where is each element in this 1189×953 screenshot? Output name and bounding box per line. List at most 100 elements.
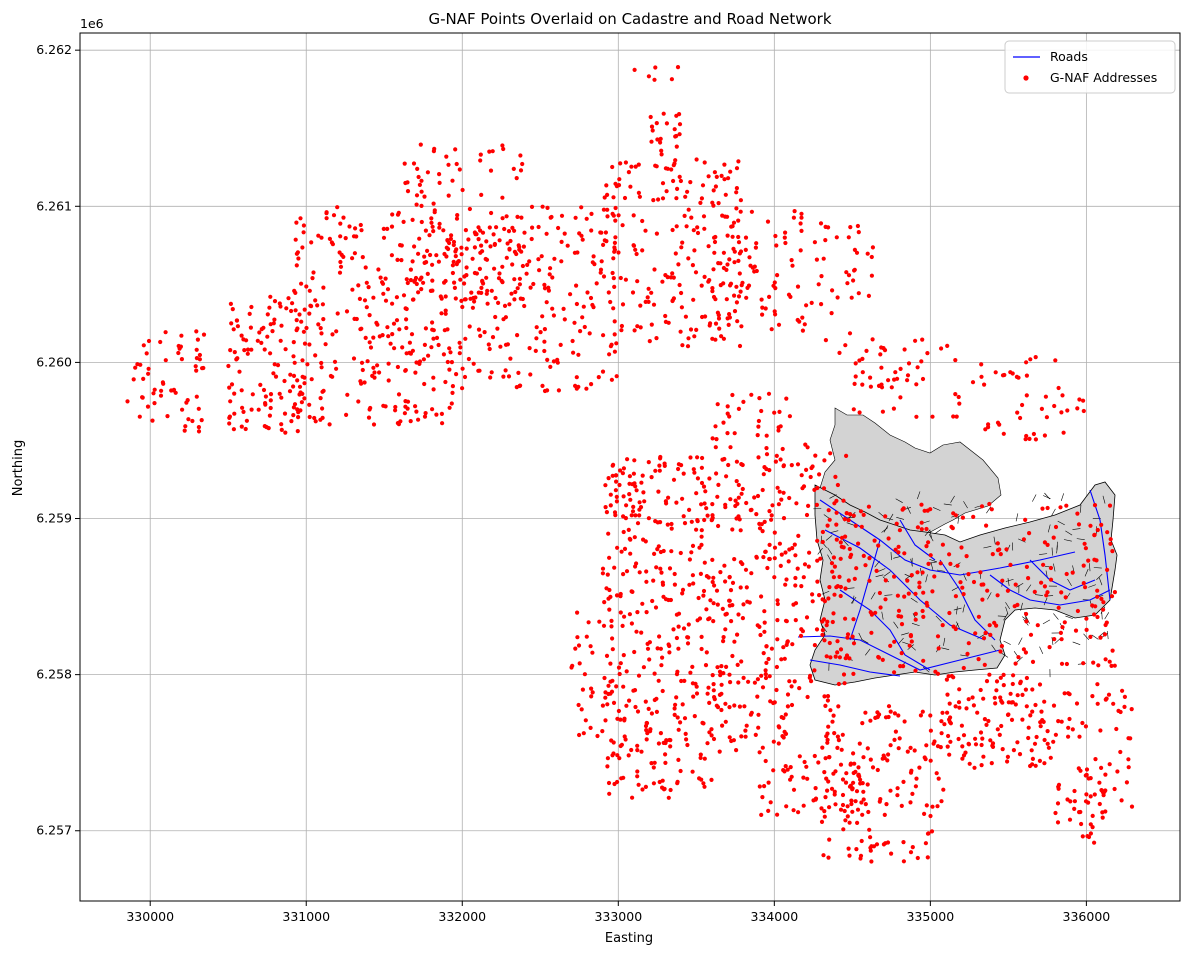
address-point (681, 514, 686, 519)
address-point (924, 544, 929, 549)
address-point (659, 148, 664, 153)
address-point (604, 183, 609, 188)
address-point (855, 820, 860, 826)
lot-line (956, 606, 958, 615)
address-point (292, 288, 297, 293)
address-point (434, 253, 439, 258)
address-point (1051, 739, 1056, 744)
address-point (860, 721, 865, 726)
address-point (981, 754, 986, 759)
address-point (312, 415, 317, 421)
address-point (686, 336, 691, 341)
address-point (589, 686, 594, 691)
address-point (350, 256, 355, 261)
address-point (356, 283, 361, 288)
address-point (895, 793, 900, 798)
address-point (512, 277, 517, 282)
address-point (425, 170, 430, 175)
address-point (1093, 604, 1098, 609)
address-point (734, 300, 740, 305)
address-point (679, 305, 685, 310)
address-point (662, 461, 667, 466)
address-point (608, 661, 613, 666)
address-point (909, 639, 914, 644)
address-point (762, 609, 767, 614)
legend-gnaf-label: G-NAF Addresses (1050, 70, 1157, 85)
address-point (711, 575, 716, 580)
address-point (838, 807, 844, 812)
address-point (940, 623, 945, 628)
address-point (603, 230, 609, 235)
address-point (635, 774, 640, 779)
address-point (455, 213, 460, 218)
address-point (909, 573, 914, 578)
address-point (638, 505, 644, 510)
address-point (715, 602, 720, 607)
address-point (631, 688, 636, 693)
address-point (744, 500, 749, 506)
address-point (921, 658, 926, 663)
address-point (844, 510, 849, 516)
address-point (892, 639, 897, 644)
address-point (375, 363, 380, 368)
address-point (926, 831, 931, 836)
address-point (713, 297, 718, 302)
address-point (804, 303, 809, 308)
address-point (871, 844, 877, 849)
address-point (529, 204, 535, 209)
address-point (1042, 761, 1047, 766)
address-point (775, 601, 780, 607)
address-point (1024, 433, 1029, 439)
address-point (660, 582, 666, 587)
address-point (823, 238, 828, 243)
address-point (976, 614, 982, 619)
address-point (754, 241, 759, 246)
address-point (643, 228, 648, 233)
address-point (636, 162, 641, 167)
address-point (964, 706, 969, 711)
address-point (231, 327, 236, 332)
address-point (837, 655, 843, 660)
address-point (321, 317, 326, 322)
address-point (679, 245, 684, 250)
address-point (734, 284, 739, 289)
address-point (898, 395, 903, 400)
address-point (756, 712, 761, 717)
address-point (704, 607, 709, 612)
address-point (320, 302, 325, 307)
address-point (675, 715, 680, 720)
address-point (672, 127, 677, 132)
address-point (618, 661, 623, 666)
address-point (831, 713, 836, 718)
address-point (747, 600, 752, 605)
address-point (727, 672, 732, 677)
address-point (1088, 831, 1093, 836)
address-point (1083, 773, 1088, 778)
address-point (605, 192, 610, 197)
address-point (574, 283, 579, 288)
address-point (558, 342, 563, 347)
address-point (938, 745, 943, 750)
address-point (437, 221, 442, 226)
address-point (710, 513, 715, 518)
address-point (674, 133, 679, 139)
address-point (855, 223, 861, 229)
address-point (410, 297, 416, 302)
address-point (476, 237, 481, 242)
address-point (453, 296, 458, 301)
address-point (404, 325, 409, 331)
address-point (741, 675, 746, 681)
address-point (450, 270, 455, 276)
address-point (291, 384, 296, 389)
address-point (703, 489, 708, 494)
address-point (179, 357, 184, 362)
address-point (664, 189, 669, 194)
address-point (577, 661, 582, 666)
address-point (692, 470, 697, 475)
address-point (652, 77, 657, 82)
address-point (446, 193, 451, 198)
address-point (701, 588, 707, 594)
address-point (512, 297, 517, 302)
address-point (799, 211, 804, 216)
address-point (505, 241, 510, 246)
